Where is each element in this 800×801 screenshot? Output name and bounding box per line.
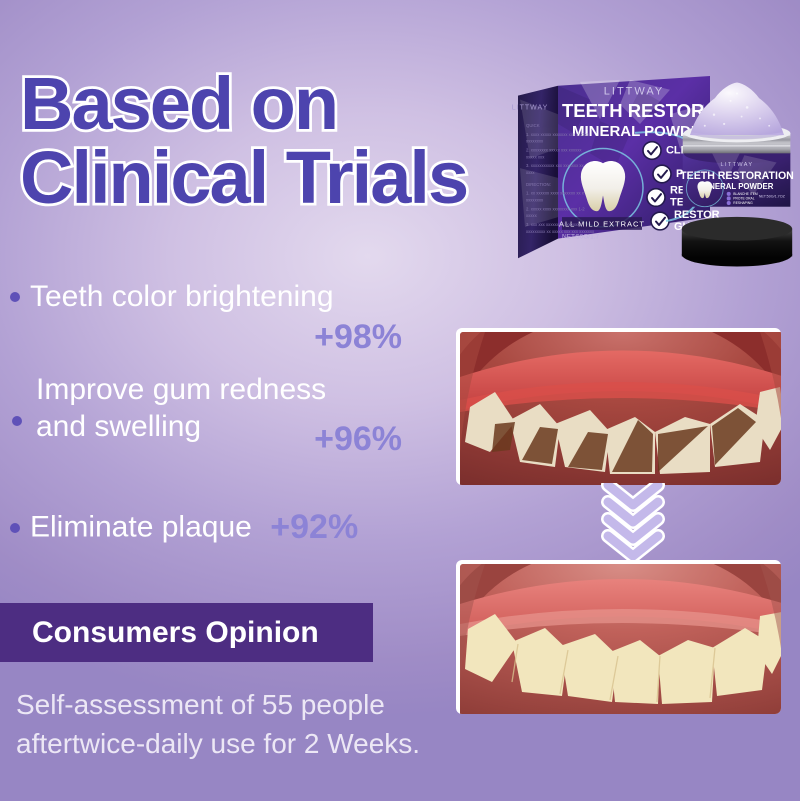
- svg-text:xxxxxxxxx xx xxxxx xxx xxx xxx: xxxxxxxxx xx xxxxx xxx xxx xxxxxxx: [526, 229, 595, 234]
- svg-text:RESHAPING: RESHAPING: [733, 201, 753, 205]
- svg-text:NET:50G/1.7: NET:50G/1.7: [562, 234, 600, 241]
- svg-text:xxxxx: xxxxx: [526, 213, 538, 218]
- svg-text:MINERAL POWDE: MINERAL POWDE: [572, 124, 701, 140]
- svg-text:LITTWAY: LITTWAY: [512, 104, 549, 111]
- svg-text:PROTE ORAL: PROTE ORAL: [733, 197, 754, 201]
- svg-text:3. xxx xxx xxxxxxxx xxxxxxxx: 3. xxx xxx xxxxxxxx xxxxxxxx: [526, 222, 582, 227]
- svg-text:2. xxxxx xxxx xxxxxxxx xxx 1-2: 2. xxxxx xxxx xxxxxxxx xxx 1-2: [526, 206, 585, 211]
- svg-text:3. xxxxxxxxxxx xxx xxxxxxx xx: 3. xxxxxxxxxxx xxx xxxxxxx xx: [526, 163, 585, 168]
- svg-text:DIRECTION:: DIRECTION:: [526, 182, 551, 187]
- svg-text:BLANCHE ITEM: BLANCHE ITEM: [733, 192, 758, 196]
- svg-text:xxxxx xxx: xxxxx xxx: [526, 154, 545, 159]
- svg-text:1. xx xxxxxx xxxx xxxxxxx xx x: 1. xx xxxxxx xxxx xxxxxxx xx x: [526, 191, 585, 196]
- svg-text:xxxxxxxx: xxxxxxxx: [526, 197, 544, 202]
- svg-text:NET:50G/1.7OZ: NET:50G/1.7OZ: [759, 195, 786, 199]
- svg-text:2. xxxxxxxx xxxxx xxx xxxxxx: 2. xxxxxxxx xxxxx xxx xxxxxx: [526, 148, 582, 153]
- svg-text:LITTWAY: LITTWAY: [604, 86, 664, 98]
- svg-text:QUICK: QUICK: [526, 123, 540, 128]
- svg-text:LITTWAY: LITTWAY: [721, 162, 754, 168]
- svg-text:1. xxxx xxxxx xxxxxxx xxx xxxx: 1. xxxx xxxxx xxxxxxx xxx xxxxxx: [526, 132, 590, 137]
- svg-text:xxxxxxxx: xxxxxxxx: [526, 139, 544, 144]
- svg-text:xxxx: xxxx: [526, 170, 535, 175]
